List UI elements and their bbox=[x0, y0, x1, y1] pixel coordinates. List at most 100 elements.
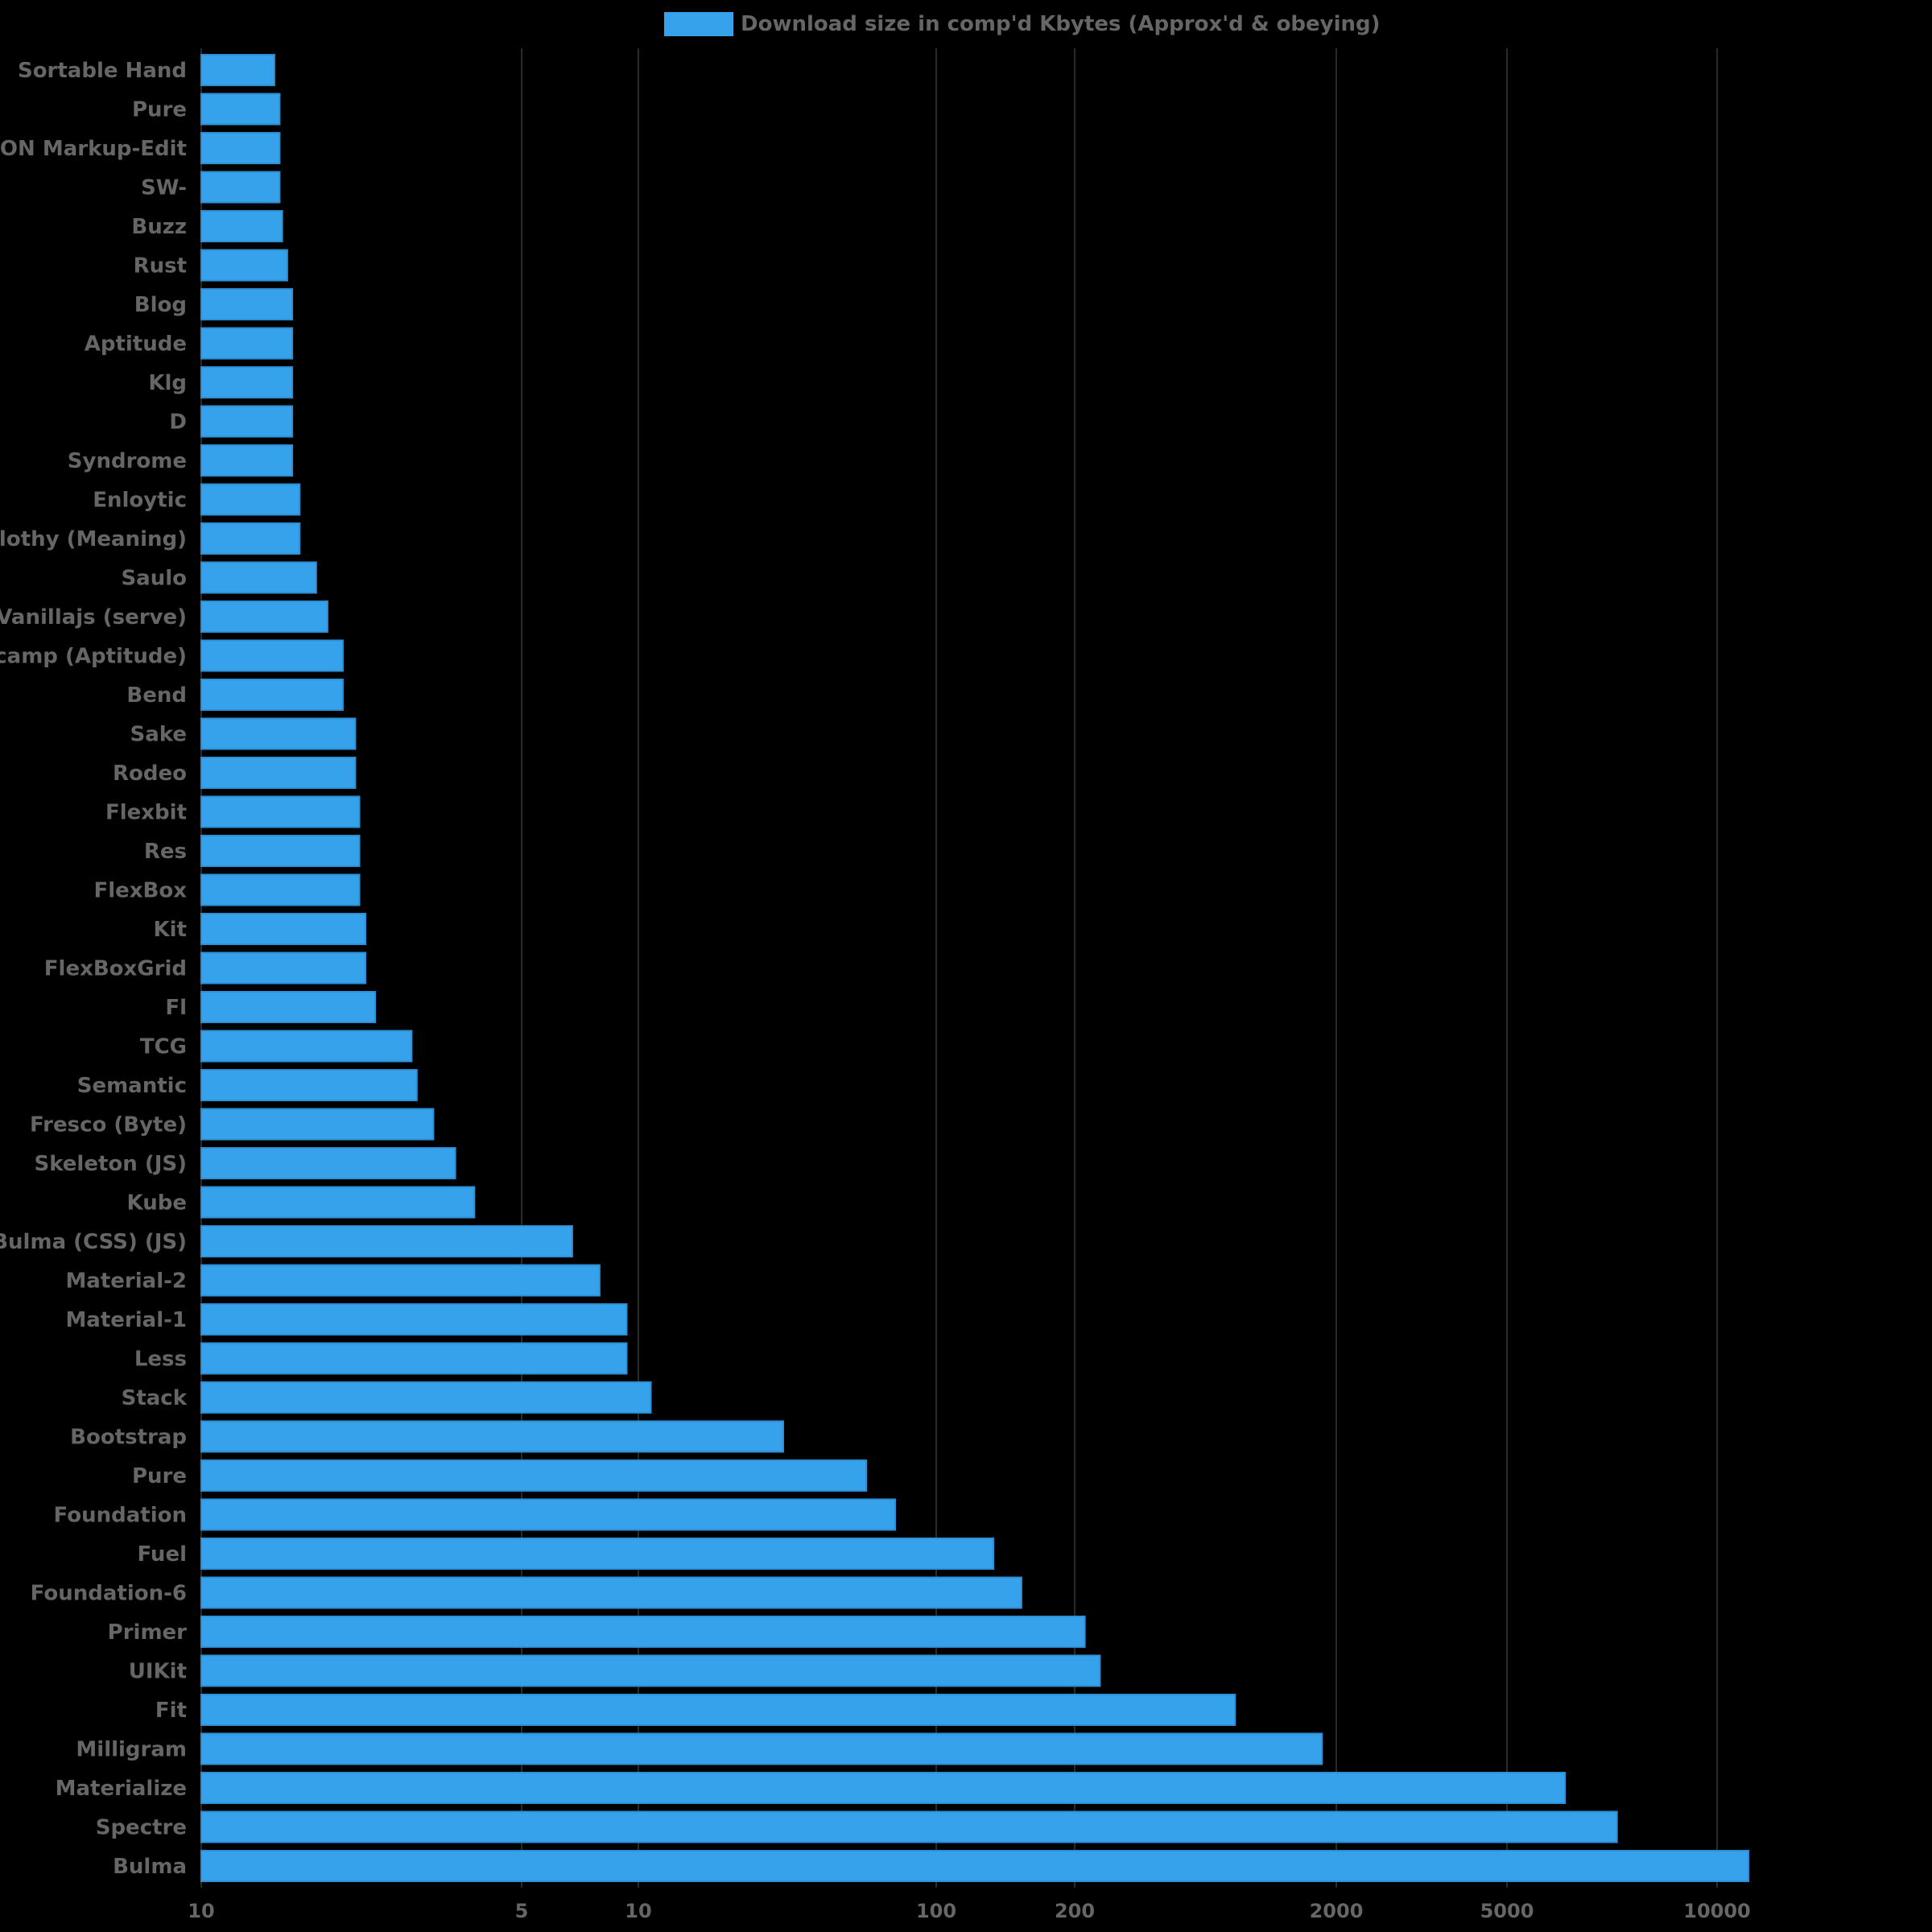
category-label: Material-2 bbox=[65, 1269, 187, 1294]
category-label: Vanillajs (serve) bbox=[0, 605, 187, 630]
bar[interactable] bbox=[200, 1772, 1567, 1804]
bar[interactable] bbox=[200, 1147, 456, 1179]
grid bbox=[200, 48, 1718, 1888]
category-label: Skeleton (JS) bbox=[34, 1152, 187, 1176]
bar[interactable] bbox=[200, 1654, 1101, 1687]
category-label: Bend bbox=[126, 683, 187, 708]
bar[interactable] bbox=[200, 717, 357, 750]
bar[interactable] bbox=[200, 249, 288, 282]
legend[interactable]: Download size in comp'd Kbytes (Approx'd… bbox=[664, 12, 1381, 36]
bar[interactable] bbox=[200, 601, 328, 633]
bar[interactable] bbox=[200, 1694, 1236, 1726]
bar[interactable] bbox=[200, 952, 366, 985]
bar[interactable] bbox=[200, 210, 283, 242]
category-label: Material-1 bbox=[65, 1308, 187, 1332]
category-label: FlexBox bbox=[93, 879, 187, 903]
bar[interactable] bbox=[200, 1732, 1323, 1765]
bar[interactable] bbox=[200, 327, 294, 360]
x-tick-label: 2000 bbox=[1310, 1900, 1364, 1922]
category-label: Rodeo bbox=[113, 762, 187, 786]
bar[interactable] bbox=[200, 561, 317, 594]
bar[interactable] bbox=[200, 757, 357, 789]
bar[interactable] bbox=[200, 54, 275, 86]
category-label: Fit bbox=[155, 1699, 187, 1723]
bar[interactable] bbox=[200, 1069, 418, 1101]
category-label: Flexbit bbox=[105, 801, 187, 825]
bar[interactable] bbox=[200, 444, 294, 477]
x-tick-label: 10000 bbox=[1683, 1900, 1751, 1922]
category-label: Res bbox=[144, 840, 187, 864]
bar[interactable] bbox=[200, 795, 361, 828]
legend-swatch[interactable] bbox=[664, 12, 733, 36]
category-label: Rust bbox=[134, 254, 187, 279]
bar[interactable] bbox=[200, 366, 294, 398]
category-label: Fl bbox=[165, 996, 187, 1020]
bar[interactable] bbox=[200, 913, 366, 945]
bar[interactable] bbox=[200, 1381, 652, 1414]
bar[interactable] bbox=[200, 483, 301, 516]
category-label: Bulma bbox=[113, 1855, 187, 1879]
bar[interactable] bbox=[200, 1108, 435, 1141]
bars bbox=[200, 54, 1749, 1882]
category-label: Klg bbox=[148, 371, 187, 395]
x-tick-label: 100 bbox=[916, 1900, 956, 1922]
category-labels: Sortable Hand Pure JSON Markup-Edit SW- Buzz… bbox=[0, 59, 188, 1879]
bar[interactable] bbox=[200, 1186, 476, 1219]
bar[interactable] bbox=[200, 1342, 628, 1375]
bar[interactable] bbox=[200, 288, 294, 320]
category-label: Fuel bbox=[137, 1542, 187, 1567]
legend-label[interactable]: Download size in comp'd Kbytes (Approx'd… bbox=[741, 12, 1381, 36]
bar[interactable] bbox=[200, 991, 377, 1023]
x-tick-label: 10 bbox=[625, 1900, 651, 1922]
bar[interactable] bbox=[200, 1420, 784, 1453]
category-label: Materialize bbox=[56, 1777, 187, 1801]
category-label: Primer bbox=[108, 1620, 188, 1645]
bar[interactable] bbox=[200, 1498, 896, 1531]
bar[interactable] bbox=[200, 639, 344, 672]
category-label: Spectre bbox=[96, 1816, 187, 1840]
category-label: D bbox=[169, 411, 187, 435]
category-label: Slothy (Meaning) bbox=[0, 527, 187, 551]
bar[interactable] bbox=[200, 1030, 413, 1063]
category-label: Milligram bbox=[76, 1738, 187, 1762]
bar[interactable] bbox=[200, 1810, 1618, 1843]
category-label: Kube bbox=[127, 1191, 187, 1216]
bar[interactable] bbox=[200, 1576, 1022, 1609]
category-label: JSON Markup-Edit bbox=[0, 137, 187, 161]
x-tick-label: 5 bbox=[515, 1900, 529, 1922]
bar[interactable] bbox=[200, 132, 281, 164]
bar[interactable] bbox=[200, 405, 294, 438]
bar[interactable] bbox=[200, 93, 281, 126]
bar[interactable] bbox=[200, 835, 361, 867]
bar[interactable] bbox=[200, 1850, 1749, 1882]
category-label: Stack bbox=[122, 1386, 188, 1410]
category-label: Bootcamp (Aptitude) bbox=[0, 645, 187, 669]
bar[interactable] bbox=[200, 679, 344, 711]
bar[interactable] bbox=[200, 1303, 628, 1335]
x-axis-ticks: 10 5 10 100 200 2000 5000 10000 bbox=[188, 1900, 1750, 1922]
bar[interactable] bbox=[200, 1538, 995, 1570]
category-label: SW- bbox=[141, 176, 187, 200]
category-label: Bootstrap bbox=[70, 1426, 187, 1450]
category-label: UIKit bbox=[129, 1660, 187, 1684]
x-tick-label: 200 bbox=[1055, 1900, 1095, 1922]
category-label: Fresco (Byte) bbox=[30, 1113, 187, 1137]
category-label: FlexBoxGrid bbox=[44, 957, 187, 981]
bar[interactable] bbox=[200, 171, 281, 204]
bar[interactable] bbox=[200, 1459, 868, 1492]
bar[interactable] bbox=[200, 1264, 601, 1297]
category-label: Enloytic bbox=[93, 489, 187, 513]
x-tick-label: 5000 bbox=[1480, 1900, 1534, 1922]
category-label: Kit bbox=[154, 918, 188, 942]
category-label: Semantic bbox=[77, 1074, 187, 1098]
bar[interactable] bbox=[200, 1616, 1086, 1648]
bar[interactable] bbox=[200, 522, 301, 555]
category-label: Bulma (CSS) (JS) bbox=[0, 1230, 187, 1254]
x-tick-label: 10 bbox=[188, 1900, 214, 1922]
bar[interactable] bbox=[200, 1225, 573, 1257]
category-label: Less bbox=[134, 1348, 187, 1372]
bar[interactable] bbox=[200, 873, 361, 906]
category-label: Syndrome bbox=[68, 449, 187, 473]
category-label: TCG bbox=[140, 1035, 187, 1059]
